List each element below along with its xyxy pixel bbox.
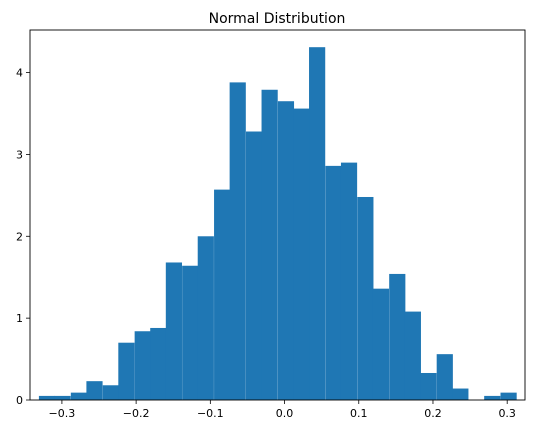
histogram-bar — [118, 342, 135, 400]
x-tick-label: 0.3 — [498, 407, 516, 420]
x-tick-label: 0.0 — [276, 407, 294, 420]
histogram-bar — [277, 101, 295, 400]
histogram-bar — [340, 162, 358, 400]
histogram-bar — [325, 165, 342, 400]
histogram-bar — [182, 265, 199, 400]
y-axis: 0 1 2 3 4 — [16, 67, 30, 407]
histogram-bar — [70, 392, 87, 400]
histogram-bar — [372, 288, 390, 400]
histogram-bar — [245, 131, 263, 400]
histogram-bar — [165, 262, 182, 400]
histogram-bar — [309, 47, 326, 400]
histogram-bar — [436, 354, 453, 400]
histogram-bar — [38, 395, 56, 400]
x-axis: −0.3 −0.2 −0.1 0.0 0.1 0.2 0.3 — [49, 400, 516, 420]
plot-frame — [29, 29, 526, 401]
histogram-bar — [293, 108, 310, 400]
histogram-bar — [134, 331, 151, 400]
histogram-bar — [452, 388, 469, 400]
histogram-bar — [197, 236, 214, 400]
x-tick-label: −0.2 — [123, 407, 150, 420]
histogram-bar — [54, 395, 71, 400]
histogram-bar — [389, 273, 406, 400]
chart-title: Normal Distribution — [209, 11, 346, 27]
histogram-bar — [500, 392, 517, 400]
x-tick-label: 0.1 — [350, 407, 368, 420]
histogram-bar — [484, 395, 501, 400]
histogram-bar — [404, 311, 421, 400]
x-tick-label: −0.1 — [197, 407, 224, 420]
histogram-bar — [102, 385, 119, 400]
y-tick-label: 2 — [16, 230, 23, 243]
x-tick-label: −0.3 — [49, 407, 76, 420]
y-tick-label: 1 — [16, 312, 23, 325]
y-tick-label: 0 — [16, 394, 23, 407]
histogram-bar — [214, 189, 231, 400]
histogram-bar — [150, 327, 167, 400]
histogram-bars — [38, 47, 517, 400]
x-tick-label: 0.2 — [424, 407, 442, 420]
histogram-bar — [86, 381, 103, 400]
y-tick-label: 3 — [16, 148, 23, 161]
histogram-bar — [420, 372, 437, 400]
histogram-bar — [261, 89, 278, 400]
y-tick-label: 4 — [16, 67, 23, 80]
histogram-bar — [357, 196, 374, 400]
histogram-bar — [229, 82, 246, 400]
